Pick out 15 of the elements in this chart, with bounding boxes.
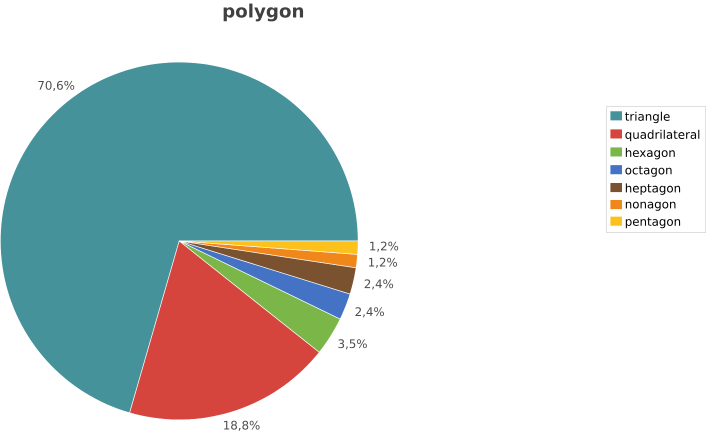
data-label: 3,5% [338, 339, 367, 350]
data-label: 1,2% [370, 241, 398, 252]
data-label: 2,4% [356, 307, 384, 318]
data-label: 70,6% [38, 80, 74, 91]
chart-title: polygon [224, 3, 304, 22]
data-label: 2,4% [364, 279, 394, 290]
data-label: 18,8% [224, 420, 260, 431]
legend-label: nonagon [626, 202, 676, 211]
legend-label: triangle [625, 112, 670, 123]
legend-label: quadrilateral [625, 130, 700, 142]
legend-label: pentagon [626, 217, 680, 228]
legend-label: octagon [625, 166, 672, 177]
legend-label: hexagon [626, 148, 675, 160]
legend-label: heptagon [626, 183, 680, 195]
data-label: 1,2% [368, 258, 398, 268]
